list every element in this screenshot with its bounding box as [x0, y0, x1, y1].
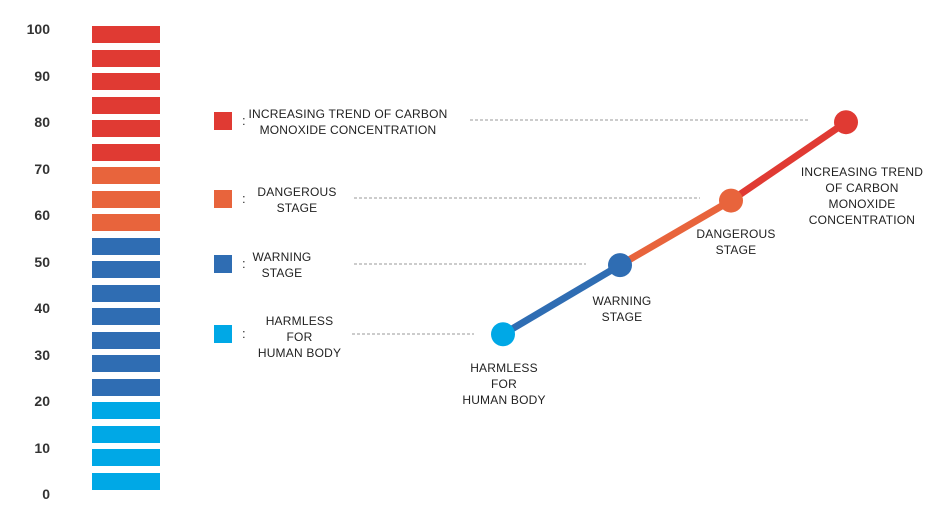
legend-label-line: INCREASING TREND OF CARBON — [248, 107, 448, 121]
legend-colon: : — [242, 326, 246, 341]
scale-bar-block-harmless — [92, 449, 160, 466]
legend-label-harmless: HARMLESS FOR HUMAN BODY — [252, 313, 347, 361]
trend-segment-increasing — [729, 119, 848, 204]
legend-label-warning: WARNING STAGE — [252, 249, 312, 281]
legend-label-line: HUMAN BODY — [257, 346, 342, 360]
legend-colon: : — [242, 191, 246, 206]
scale-bar-block-warning — [92, 331, 160, 349]
scale-bar-block-harmless — [92, 402, 160, 419]
scale-tick-label: 70 — [34, 160, 50, 177]
trend-point-increasing — [834, 110, 858, 135]
scale-bar-block-harmless — [92, 472, 160, 490]
trend-point-label-line: WARNING — [592, 294, 652, 308]
trend-point-warning — [608, 253, 632, 278]
legend-label-line: STAGE — [261, 266, 303, 280]
trend-point-label-dangerous: DANGEROUS STAGE — [684, 226, 788, 258]
trend-point-label-line: OF CARBON — [825, 181, 899, 195]
scale-tick-label: 90 — [34, 67, 50, 84]
scale-tick-label: 30 — [34, 346, 50, 363]
scale-bar-block-warning — [92, 308, 160, 325]
scale-bar-block-dangerous — [92, 190, 160, 208]
scale-bar-block-warning — [92, 237, 160, 255]
trend-point-label-line: STAGE — [601, 310, 643, 324]
scale-bar-block-dangerous — [92, 214, 160, 231]
legend-swatch-dangerous — [214, 190, 232, 208]
scale-bar-block-increasing — [92, 26, 160, 43]
legend-label-increasing: INCREASING TREND OF CARBON MONOXIDE CONCE… — [248, 106, 448, 138]
legend-label-line: HARMLESS — [265, 314, 334, 328]
scale-bar-block-warning — [92, 378, 160, 396]
scale-bar-block-dangerous — [92, 167, 160, 184]
legend-label-line: FOR — [286, 330, 313, 344]
trend-point-label-line: INCREASING TREND — [800, 165, 924, 179]
trend-point-label-warning: WARNING STAGE — [580, 293, 664, 325]
scale-bar-block-warning — [92, 284, 160, 302]
trend-segment-warning — [501, 262, 622, 338]
legend-swatch-increasing — [214, 112, 232, 130]
legend-swatch-warning — [214, 255, 232, 273]
trend-point-dangerous — [719, 188, 743, 213]
trend-segment-dangerous — [618, 197, 733, 269]
scale-tick-label: 60 — [34, 207, 50, 223]
scale-bar-block-increasing — [92, 143, 160, 161]
scale-bar-block-increasing — [92, 96, 160, 114]
trend-point-label-line: HUMAN BODY — [462, 393, 546, 407]
scale-tick-label: 50 — [34, 253, 50, 270]
trend-point-label-line: STAGE — [715, 243, 757, 257]
trend-point-label-harmless: HARMLESS FOR HUMAN BODY — [452, 360, 556, 408]
legend-colon: : — [242, 113, 246, 128]
trend-point-label-line: MONOXIDE — [828, 197, 896, 211]
legend-label-line: STAGE — [276, 201, 318, 215]
scale-bar-block-increasing — [92, 120, 160, 137]
scale-bar-block-increasing — [92, 49, 160, 67]
scale-bar-block-warning — [92, 261, 160, 278]
scale-bar-block-harmless — [92, 425, 160, 443]
legend-label-dangerous: DANGEROUS STAGE — [252, 184, 342, 216]
legend-swatch-harmless — [214, 325, 232, 343]
scale-tick-label: 100 — [26, 21, 50, 37]
trend-point-label-line: HARMLESS — [470, 361, 538, 375]
scale-bar-block-increasing — [92, 73, 160, 90]
scale-tick-label: 20 — [34, 393, 50, 409]
scale-tick-label: 40 — [34, 300, 50, 316]
trend-point-label-line: DANGEROUS — [696, 227, 776, 241]
legend-label-line: MONOXIDE CONCENTRATION — [259, 123, 437, 137]
scale-bar-block-warning — [92, 355, 160, 372]
scale-tick-label: 80 — [34, 114, 50, 130]
legend-label-line: DANGEROUS — [257, 185, 337, 199]
trend-point-label-line: FOR — [491, 377, 517, 391]
trend-point-label-increasing: INCREASING TREND OF CARBON MONOXIDE CONCENT… — [792, 164, 932, 228]
scale-tick-label: 10 — [34, 439, 50, 456]
trend-point-harmless — [491, 322, 515, 347]
legend-colon: : — [242, 256, 246, 271]
legend-label-line: WARNING — [252, 250, 312, 264]
trend-point-label-line: CONCENTRATION — [808, 213, 916, 227]
scale-tick-label: 0 — [42, 486, 50, 502]
